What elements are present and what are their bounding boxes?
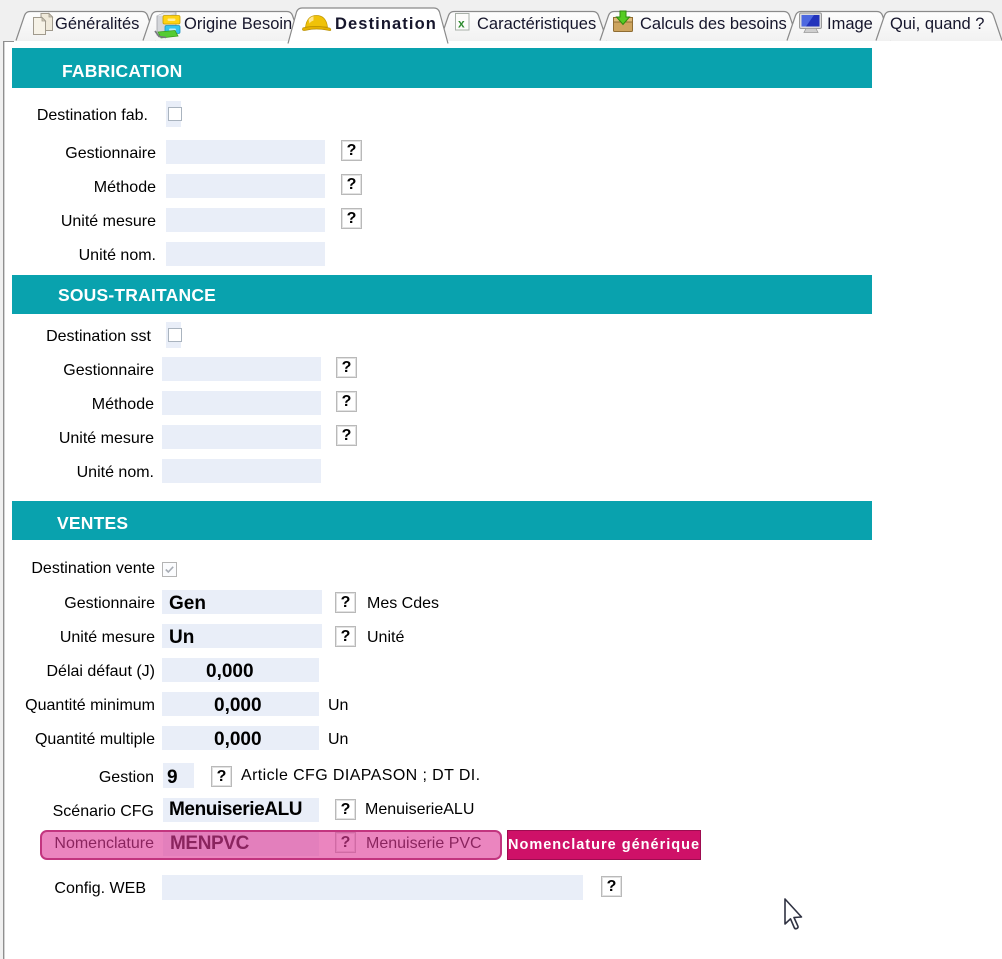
svg-text:x: x bbox=[458, 17, 465, 31]
